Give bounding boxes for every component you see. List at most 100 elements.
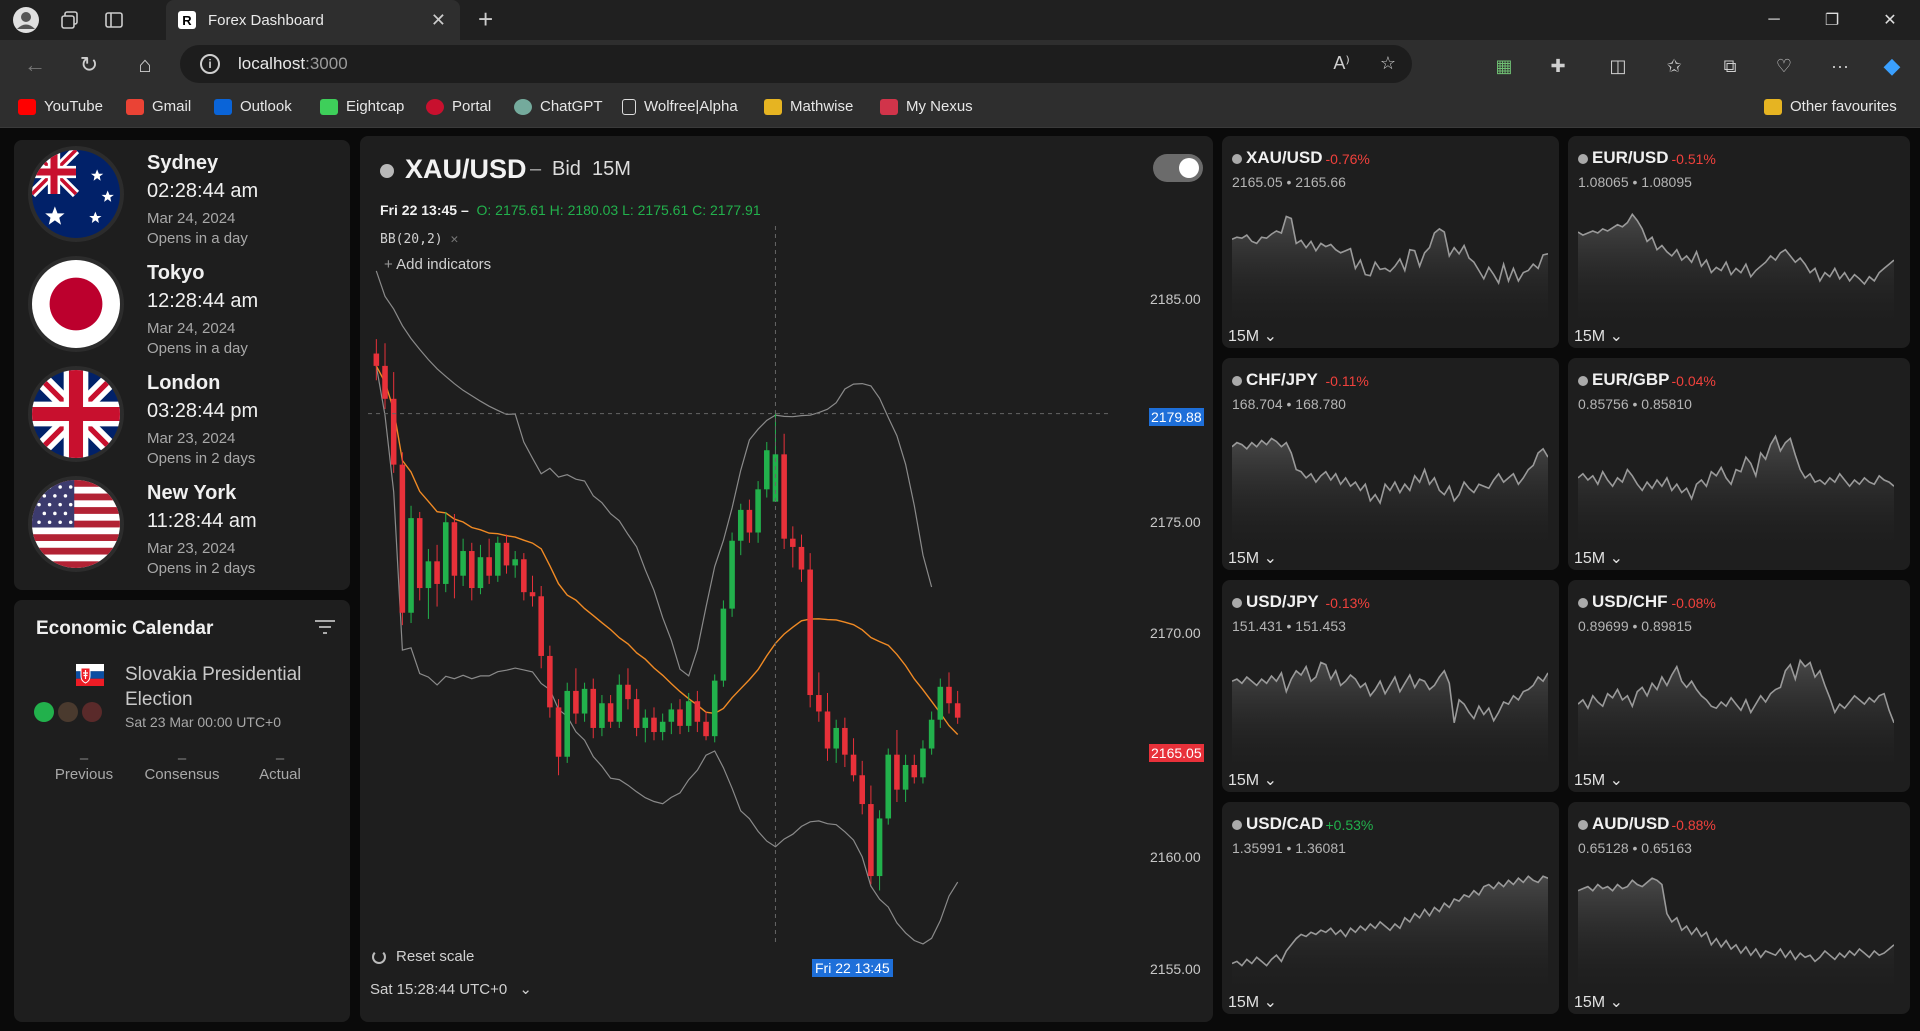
moon-icon (1179, 158, 1199, 178)
pair-bid-ask: 2165.05 • 2165.66 (1232, 174, 1346, 190)
candle (946, 672, 952, 714)
pair-sparkline (1232, 437, 1548, 540)
candle (850, 738, 857, 782)
pair-timeframe-select[interactable]: 15M ⌄ (1228, 326, 1277, 346)
theme-toggle[interactable] (1153, 154, 1203, 182)
active-tab[interactable]: R Forex Dashboard ✕ (166, 0, 460, 40)
favorites-icon[interactable]: ✩ (1666, 55, 1682, 76)
vertical-tabs-icon[interactable] (96, 2, 132, 38)
more-menu-icon[interactable]: ··· (1831, 55, 1849, 76)
bookmark-my-nexus[interactable]: My Nexus (880, 98, 973, 115)
pair-bid: 1.08065 (1578, 174, 1629, 190)
chart-timeframe[interactable]: 15M (592, 158, 631, 180)
bookmark-label: Mathwise (790, 98, 854, 115)
pair-timeframe-select[interactable]: 15M ⌄ (1574, 992, 1623, 1012)
candle (746, 499, 753, 543)
bookmark-mathwise[interactable]: Mathwise (764, 98, 853, 115)
add-indicators-button[interactable]: + Add indicators (384, 256, 491, 273)
pair-timeframe-select[interactable]: 15M ⌄ (1228, 992, 1277, 1012)
metric-label: Consensus (144, 766, 220, 783)
bookmark-gmail[interactable]: Gmail (126, 98, 191, 115)
pair-card-usd-chf[interactable]: USD/CHF -0.08% 0.89699 • 0.89815 15M ⌄ (1568, 580, 1910, 792)
remove-indicator-icon[interactable]: ✕ (450, 232, 459, 247)
reset-scale-button[interactable]: Reset scale (372, 948, 474, 965)
price-tick: 2185.00 (1150, 291, 1201, 307)
pair-timeframe-select[interactable]: 15M ⌄ (1228, 548, 1277, 568)
read-aloud-icon[interactable]: A⁾ (1333, 53, 1350, 73)
new-tab-icon[interactable]: + (478, 4, 494, 34)
clock-time: 03:28:44 pm (147, 400, 259, 422)
pair-symbol: USD/JPY (1246, 592, 1319, 611)
pair-bid: 0.85756 (1578, 396, 1629, 412)
sparkline-line (1578, 434, 1894, 501)
clock-time: 12:28:44 am (147, 290, 259, 312)
back-icon[interactable]: ← (24, 52, 46, 77)
pair-card-usd-cad[interactable]: USD/CAD +0.53% 1.35991 • 1.36081 15M ⌄ (1222, 802, 1559, 1014)
timezone-label: Sat 15:28:44 UTC+0 (370, 981, 508, 998)
extension-icon[interactable]: ▦ (1495, 55, 1513, 76)
chart-symbol[interactable]: XAU/USD (405, 154, 527, 184)
restore-icon[interactable]: ❐ (1824, 12, 1840, 29)
split-screen-icon[interactable]: ◫ (1609, 55, 1627, 76)
minimize-icon[interactable]: ─ (1768, 11, 1780, 28)
price-side: Bid (552, 158, 581, 180)
collections-icon[interactable]: ⧉ (1723, 55, 1737, 76)
pair-card-eur-usd[interactable]: EUR/USD -0.51% 1.08065 • 1.08095 15M ⌄ (1568, 136, 1910, 348)
filter-icon[interactable] (314, 618, 336, 636)
bookmark-youtube[interactable]: YouTube (18, 98, 103, 115)
pair-card-xau-usd[interactable]: XAU/USD -0.76% 2165.05 • 2165.66 15M ⌄ (1222, 136, 1559, 348)
close-window-icon[interactable]: ✕ (1883, 12, 1897, 29)
ohlc-legend: Fri 22 13:45 – O: 2175.61 H: 2180.03 L: … (380, 202, 761, 218)
url-input[interactable]: i localhost:3000 A⁾ ☆ (180, 45, 1412, 83)
candle (486, 538, 492, 584)
bookmark-eightcap[interactable]: Eightcap (320, 98, 404, 115)
pair-bid-ask: 168.704 • 168.780 (1232, 396, 1346, 412)
other-favourites-folder[interactable]: Other favourites (1764, 98, 1897, 115)
timezone-select[interactable]: Sat 15:28:44 UTC+0 ⌄ (370, 980, 532, 998)
pair-timeframe: 15M (1574, 994, 1606, 1011)
favorite-star-icon[interactable]: ☆ (1379, 53, 1396, 73)
site-info-icon[interactable]: i (200, 54, 220, 74)
sparkline-line (1232, 661, 1548, 723)
candle (902, 754, 909, 802)
pair-timeframe-select[interactable]: 15M ⌄ (1574, 326, 1623, 346)
candle (390, 372, 397, 473)
gmail-icon (126, 98, 144, 115)
close-tab-icon[interactable]: ✕ (430, 10, 446, 30)
bookmark-outlook[interactable]: Outlook (214, 98, 292, 115)
copilot-icon[interactable]: ◆ (1883, 53, 1901, 78)
bookmark-wolfree[interactable]: Wolfree|Alpha (622, 98, 738, 115)
pair-timeframe-select[interactable]: 15M ⌄ (1228, 770, 1277, 790)
pair-timeframe-select[interactable]: 15M ⌄ (1574, 548, 1623, 568)
pair-change: -0.51% (1671, 151, 1716, 167)
candle (442, 511, 449, 593)
candlestick-chart[interactable] (368, 226, 1108, 946)
clock-city: New York (147, 482, 237, 504)
pair-card-usd-jpy[interactable]: USD/JPY -0.13% 151.431 • 151.453 15M ⌄ (1222, 580, 1559, 792)
pair-timeframe-select[interactable]: 15M ⌄ (1574, 770, 1623, 790)
metric-label: Actual (259, 766, 301, 783)
pair-change: -0.88% (1671, 817, 1716, 833)
bookmark-label: ChatGPT (540, 98, 603, 115)
impact-dot-low (34, 702, 54, 722)
indicator-legend[interactable]: BB(20,2) ✕ (380, 232, 458, 247)
pair-bid-ask: 151.431 • 151.453 (1232, 618, 1346, 634)
bookmark-chatgpt[interactable]: ChatGPT (514, 98, 603, 115)
candle (781, 433, 787, 549)
pair-card-eur-gbp[interactable]: EUR/GBP -0.04% 0.85756 • 0.85810 15M ⌄ (1568, 358, 1910, 570)
reload-icon[interactable]: ↻ (79, 52, 99, 77)
bookmark-label: YouTube (44, 98, 103, 115)
home-icon[interactable]: ⌂ (138, 52, 152, 77)
workspaces-icon[interactable] (52, 2, 88, 38)
event-title[interactable]: Slovakia Presidential Election (125, 664, 302, 710)
pair-card-chf-jpy[interactable]: CHF/JPY -0.11% 168.704 • 168.780 15M ⌄ (1222, 358, 1559, 570)
jp-flag-icon (28, 256, 124, 352)
pair-change: +0.53% (1325, 817, 1374, 833)
extensions-puzzle-icon[interactable]: ✚ (1550, 55, 1566, 76)
profile-icon[interactable] (8, 2, 44, 38)
bookmark-portal[interactable]: Portal (426, 98, 491, 115)
pair-card-aud-usd[interactable]: AUD/USD -0.88% 0.65128 • 0.65163 15M ⌄ (1568, 802, 1910, 1014)
bookmark-label: Outlook (240, 98, 292, 115)
browser-essentials-icon[interactable]: ♡ (1775, 55, 1793, 76)
pair-timeframe: 15M (1228, 550, 1260, 567)
